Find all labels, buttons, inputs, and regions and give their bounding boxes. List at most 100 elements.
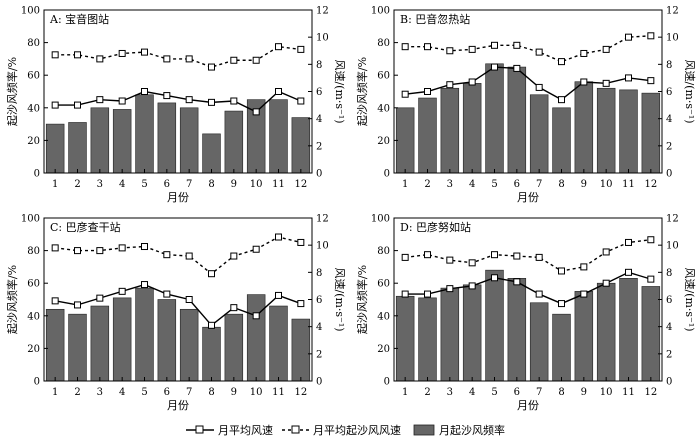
x-tick-label: 7 xyxy=(536,179,542,190)
series-line-avg_sand_wind_speed xyxy=(405,239,651,272)
bar-7 xyxy=(529,94,549,174)
bar-4 xyxy=(462,284,482,382)
point-avg_sand_wind_speed-10 xyxy=(602,248,610,256)
series-line-avg_sand_wind_speed xyxy=(55,236,301,275)
x-tick-label: 1 xyxy=(402,387,408,398)
bar-1 xyxy=(45,308,65,382)
point-avg_wind_speed-8 xyxy=(558,96,565,104)
right-tick-label: 8 xyxy=(316,268,322,279)
bar-3 xyxy=(90,305,110,382)
x-tick-label: 6 xyxy=(164,387,170,398)
bar-9 xyxy=(224,110,244,174)
x-tick-label: 2 xyxy=(74,387,80,398)
x-tick-label: 7 xyxy=(186,179,192,190)
left-tick-label: 80 xyxy=(377,38,390,49)
series-line-avg_wind_speed xyxy=(405,66,651,101)
point-avg_wind_speed-1 xyxy=(401,90,409,98)
point-avg_wind_speed-10 xyxy=(252,108,260,116)
bar-12 xyxy=(641,286,661,382)
point-avg_wind_speed-6 xyxy=(163,92,171,100)
point-avg_sand_wind_speed-7 xyxy=(185,55,193,63)
x-tick-label: 1 xyxy=(52,387,58,398)
panel-title: C: 巴彦查干站 xyxy=(50,220,121,234)
right-tick-label: 0 xyxy=(666,169,672,180)
x-tick-label: 10 xyxy=(600,179,613,190)
point-avg_sand_wind_speed-11 xyxy=(625,238,632,246)
x-tick-label: 3 xyxy=(447,387,453,398)
bar-8 xyxy=(202,326,221,382)
point-avg_sand_wind_speed-6 xyxy=(513,41,521,49)
point-avg_wind_speed-2 xyxy=(74,101,81,109)
legend-label-avg-wind-speed: 月平均风速 xyxy=(218,424,273,437)
right-tick-label: 4 xyxy=(316,114,322,125)
x-axis-label: 月份 xyxy=(167,399,189,412)
y-axis-label-left: 起沙风频率/% xyxy=(355,57,369,126)
point-avg_wind_speed-1 xyxy=(401,290,409,298)
bar-6 xyxy=(157,299,177,382)
x-axis-label: 月份 xyxy=(167,191,189,204)
point-avg_sand_wind_speed-6 xyxy=(163,55,171,63)
point-avg_wind_speed-5 xyxy=(141,88,148,95)
x-tick-label: 1 xyxy=(52,179,58,190)
left-tick-label: 80 xyxy=(377,246,390,257)
right-tick-label: 4 xyxy=(666,114,672,125)
right-tick-label: 8 xyxy=(666,268,672,279)
right-tick-label: 2 xyxy=(666,141,672,152)
point-avg_sand_wind_speed-1 xyxy=(401,253,409,261)
point-avg_sand_wind_speed-4 xyxy=(118,244,126,252)
right-tick-label: 10 xyxy=(316,241,329,252)
left-tick-label: 100 xyxy=(371,6,390,17)
bar-6 xyxy=(507,278,527,382)
y-axis-label-left: 起沙风频率/% xyxy=(5,57,19,126)
bar-12 xyxy=(291,318,311,382)
point-avg_sand_wind_speed-11 xyxy=(275,43,282,51)
x-tick-label: 1 xyxy=(402,179,408,190)
point-avg_sand_wind_speed-2 xyxy=(424,43,431,51)
series-line-avg_wind_speed xyxy=(55,90,302,113)
x-tick-label: 5 xyxy=(491,387,497,398)
x-tick-label: 7 xyxy=(536,387,542,398)
x-tick-label: 9 xyxy=(581,387,587,398)
legend-label-avg-sand-wind-speed: 月平均起沙风风速 xyxy=(313,424,401,437)
x-tick-label: 10 xyxy=(600,387,613,398)
bar-4 xyxy=(462,83,482,174)
left-tick-label: 100 xyxy=(21,214,40,225)
point-avg_sand_wind_speed-6 xyxy=(513,252,521,260)
y-axis-label-right: 风速/(m·s⁻¹) xyxy=(683,59,696,123)
point-avg_wind_speed-3 xyxy=(96,294,104,302)
point-avg_sand_wind_speed-7 xyxy=(535,253,543,261)
point-avg_sand_wind_speed-10 xyxy=(252,56,260,64)
point-avg_wind_speed-9 xyxy=(580,290,588,298)
bar-9 xyxy=(574,291,594,382)
point-avg_sand_wind_speed-7 xyxy=(535,48,543,56)
point-avg_wind_speed-12 xyxy=(297,97,305,105)
bar-11 xyxy=(269,305,288,382)
point-avg_sand_wind_speed-3 xyxy=(96,247,104,255)
point-avg_wind_speed-3 xyxy=(446,285,454,293)
x-tick-label: 4 xyxy=(119,387,125,398)
left-tick-label: 40 xyxy=(27,311,40,322)
panel-title: A: 宝音图站 xyxy=(49,12,109,26)
point-avg_sand_wind_speed-9 xyxy=(230,252,238,260)
bar-2 xyxy=(68,313,87,382)
point-avg_wind_speed-6 xyxy=(513,64,521,72)
point-avg_wind_speed-8 xyxy=(208,321,215,329)
point-avg_wind_speed-10 xyxy=(602,79,610,87)
bar-4 xyxy=(112,109,132,174)
point-avg_sand_wind_speed-9 xyxy=(230,56,238,64)
point-avg_wind_speed-7 xyxy=(185,96,193,104)
bar-7 xyxy=(179,308,199,382)
right-tick-label: 4 xyxy=(666,322,672,333)
y-axis-label-right: 风速/(m·s⁻¹) xyxy=(333,267,346,331)
bar-10 xyxy=(596,282,616,382)
bar-1 xyxy=(45,123,65,174)
point-avg_sand_wind_speed-4 xyxy=(118,49,126,57)
point-avg_sand_wind_speed-3 xyxy=(96,55,104,63)
right-tick-label: 6 xyxy=(316,87,322,98)
series-line-avg_wind_speed xyxy=(55,283,302,327)
point-avg_sand_wind_speed-2 xyxy=(74,247,81,255)
point-avg_sand_wind_speed-12 xyxy=(297,45,305,53)
left-tick-label: 0 xyxy=(384,377,390,388)
